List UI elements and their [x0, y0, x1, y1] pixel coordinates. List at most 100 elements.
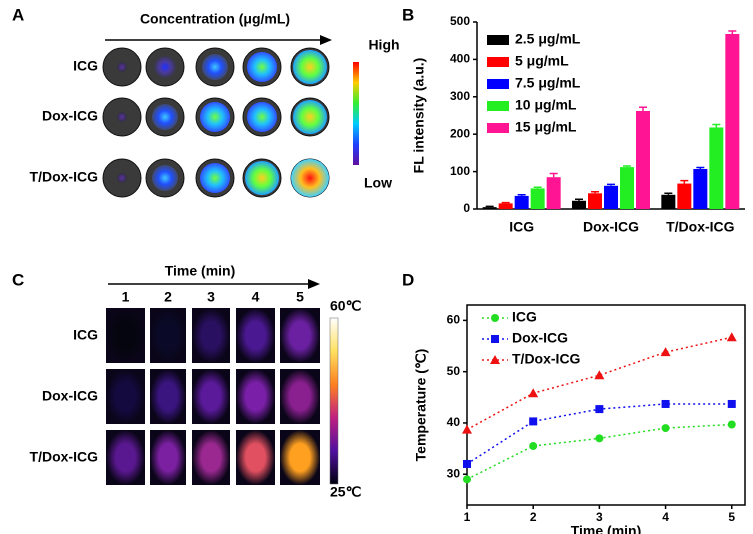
bar — [677, 183, 692, 209]
thermal-image — [192, 308, 230, 363]
y-axis-label: FL intensity (a.u.) — [411, 58, 427, 174]
legend-label: T/Dox-ICG — [512, 351, 581, 367]
marker — [529, 417, 538, 426]
x-tick-label: 5 — [728, 510, 735, 524]
bar — [588, 193, 602, 209]
row-label: T/Dox-ICG — [30, 449, 99, 465]
bar — [636, 111, 650, 209]
marker — [463, 459, 471, 468]
legend-marker — [490, 355, 500, 364]
thermal-image — [236, 369, 275, 424]
axis-label: Time (min) — [165, 263, 236, 279]
x-tick-label: T/Dox-ICG — [666, 219, 735, 235]
x-tick-label: 4 — [662, 510, 669, 524]
bar — [514, 195, 529, 209]
error-bar — [607, 183, 615, 186]
legend-marker — [491, 314, 499, 322]
marker — [727, 399, 736, 408]
legend-swatch — [487, 57, 509, 67]
scale-low: 25℃ — [330, 484, 362, 500]
panel-label: D — [402, 270, 414, 289]
marker — [660, 347, 671, 357]
y-tick-label: 500 — [450, 14, 470, 28]
error-bar — [712, 123, 721, 128]
bar — [693, 168, 708, 209]
legend-label: 2.5 μg/mL — [515, 31, 581, 47]
marker — [726, 332, 737, 342]
column-label: 2 — [164, 289, 172, 305]
marker — [529, 442, 538, 451]
signal — [117, 112, 127, 122]
legend-label: 7.5 μg/mL — [515, 75, 581, 91]
error-bar — [680, 179, 689, 184]
arrow-head — [320, 35, 332, 45]
legend-marker — [491, 335, 499, 343]
y-tick-label: 200 — [450, 126, 470, 140]
thermal-image — [106, 369, 145, 424]
x-tick-label: 3 — [596, 510, 603, 524]
error-bar — [728, 30, 737, 34]
legend-label: Dox-ICG — [512, 330, 568, 346]
thermal-image — [150, 430, 186, 485]
thermal-image — [280, 308, 320, 363]
error-bar — [549, 172, 558, 178]
signal — [247, 102, 277, 132]
y-tick-label: 30 — [447, 466, 461, 480]
signal — [117, 173, 127, 183]
scale-low: Low — [364, 175, 392, 191]
signal — [293, 50, 327, 84]
error-bar — [575, 198, 583, 201]
thermal-image — [106, 308, 145, 363]
legend-swatch — [487, 123, 509, 133]
signal — [293, 100, 327, 134]
thermal-image — [150, 308, 186, 363]
panel-label: B — [402, 5, 414, 24]
colorbar — [353, 62, 359, 165]
y-tick-label: 100 — [450, 164, 470, 178]
signal — [152, 165, 178, 191]
y-tick-label: 0 — [463, 201, 470, 215]
column-label: 3 — [207, 289, 215, 305]
arrow-head — [308, 279, 320, 289]
legend-label: ICG — [512, 309, 537, 325]
colorbar — [329, 317, 339, 485]
signal — [202, 54, 228, 80]
row-label: Dox-ICG — [42, 108, 98, 124]
error-bar — [623, 165, 631, 168]
column-label: 1 — [122, 289, 130, 305]
marker — [661, 424, 670, 433]
bar — [709, 127, 724, 209]
thermal-image — [236, 430, 275, 485]
line — [466, 423, 732, 481]
bar — [530, 188, 545, 209]
row-label: ICG — [73, 327, 98, 343]
thermal-image — [280, 430, 320, 485]
signal — [291, 159, 329, 197]
bar — [604, 185, 618, 209]
error-bar — [591, 191, 599, 194]
signal — [247, 52, 277, 82]
error-bar — [664, 192, 673, 195]
bar — [725, 33, 740, 209]
thermal-image — [236, 308, 275, 363]
signal — [117, 62, 127, 72]
signal — [154, 56, 176, 78]
marker — [463, 475, 471, 484]
bar — [661, 194, 676, 209]
scale-high: High — [368, 37, 399, 53]
plot-frame — [466, 304, 746, 506]
y-tick-label: 300 — [450, 89, 470, 103]
marker — [528, 388, 539, 398]
signal — [245, 161, 279, 195]
x-tick-label: Dox-ICG — [583, 219, 639, 235]
thermal-image — [150, 369, 186, 424]
signal — [200, 102, 230, 132]
marker — [727, 420, 736, 429]
signal — [152, 104, 178, 130]
error-bar — [533, 186, 542, 189]
bar — [498, 203, 513, 209]
x-tick-label: ICG — [509, 219, 534, 235]
bar — [482, 207, 497, 209]
axis-label: Concentration (μg/mL) — [140, 11, 290, 27]
scale-high: 60℃ — [330, 298, 362, 314]
